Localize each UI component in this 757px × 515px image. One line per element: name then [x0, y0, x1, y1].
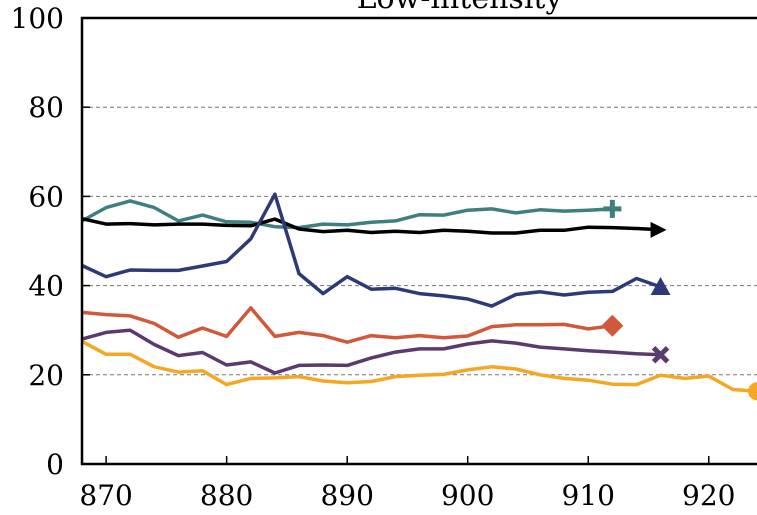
plot-frame: [80, 16, 757, 466]
series-marker-circle: [748, 382, 757, 401]
y-tick-label: 60: [28, 180, 64, 213]
x-tick-label: 900: [441, 479, 494, 512]
series-line-5: [81, 328, 661, 375]
series-line-4: [81, 306, 613, 344]
series-marker-arrow: [650, 221, 667, 238]
series-line-6: [81, 339, 757, 394]
series-lines: [81, 192, 757, 394]
series-line-1: [81, 199, 613, 230]
series-marker-diamond: [601, 314, 624, 337]
y-tick-label: 20: [28, 359, 64, 392]
series-marker-triangle: [650, 276, 671, 295]
y-tick-label: 100: [11, 2, 64, 35]
series-end-markers: [601, 199, 757, 401]
x-tick-label: 910: [562, 479, 615, 512]
series-line-2: [81, 216, 661, 235]
axis-ticks: 0 20 40 60 80 100 870 880 890 900 910 920: [11, 2, 736, 512]
y-tick-label: 0: [46, 448, 64, 481]
y-tick-label: 80: [28, 91, 64, 124]
series-marker-plus: [603, 199, 622, 218]
x-tick-label: 880: [200, 479, 253, 512]
x-tick-label: 920: [682, 479, 735, 512]
x-tick-label: 870: [79, 479, 132, 512]
chart-title: Low-intensity: [357, 0, 563, 16]
series-line-3: [81, 192, 662, 308]
series-marker-x: [651, 345, 670, 364]
y-tick-label: 40: [28, 270, 64, 303]
x-tick-label: 890: [320, 479, 373, 512]
